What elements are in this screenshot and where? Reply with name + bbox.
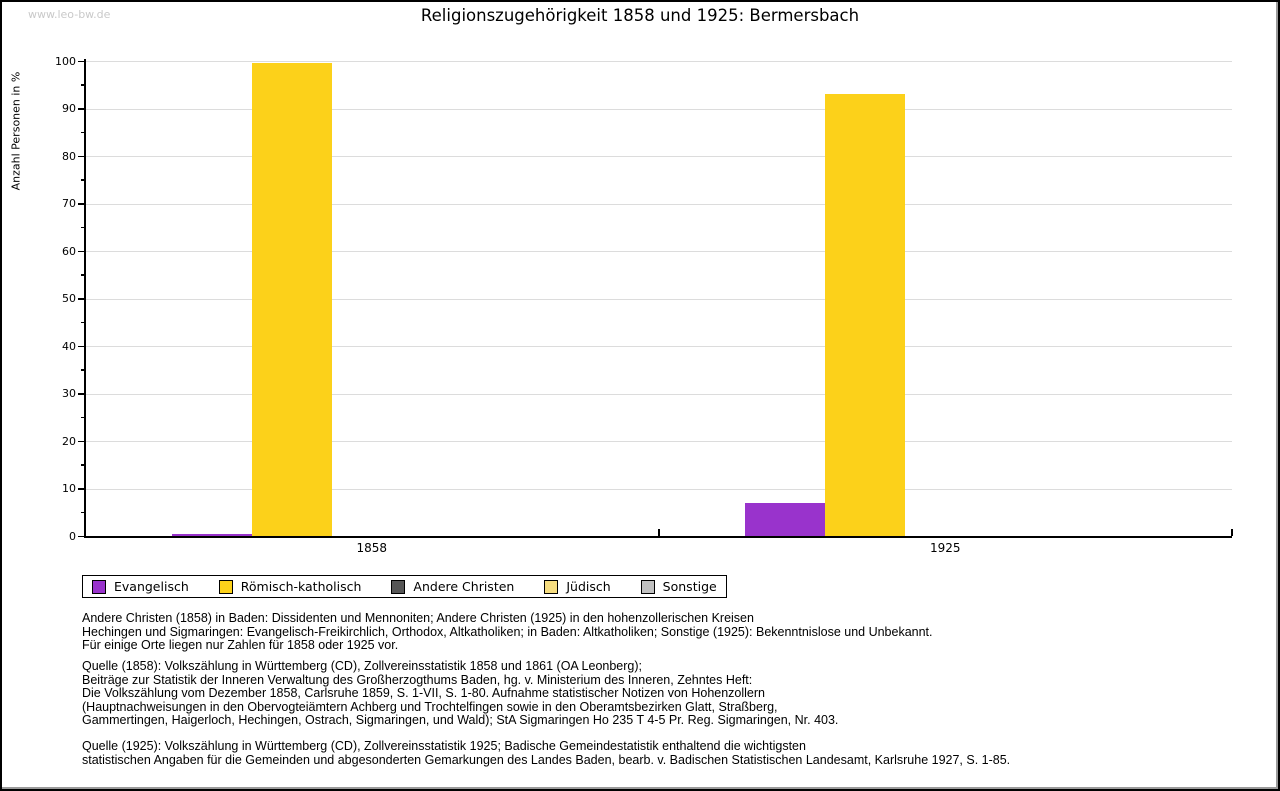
footnote-line: Gammertingen, Haigerloch, Hechingen, Ost… [82, 713, 839, 727]
gridline [86, 61, 1232, 62]
legend-label: Römisch-katholisch [240, 579, 362, 594]
y-axis-tick-label: 0 [69, 529, 76, 543]
gridline [86, 488, 1232, 490]
y-axis-tick [78, 535, 84, 537]
footnote-line: Quelle (1925): Volkszählung in Württembe… [82, 739, 806, 753]
legend-item: Römisch-katholisch [218, 579, 362, 594]
footnote-line: (Hauptnachweisungen in den Obervogteiämt… [82, 699, 778, 714]
gridline [86, 108, 1232, 110]
chart-title: Religionszugehörigkeit 1858 und 1925: Be… [420, 6, 860, 25]
legend-swatch [218, 579, 233, 594]
legend: Evangelisch Römisch-katholisch Andere Chri… [82, 575, 727, 598]
footnote-line: Beiträge zur Statistik der Inneren Verwa… [82, 672, 753, 687]
bar-1858-evangelisch [171, 534, 252, 536]
y-axis-minor-tick [81, 416, 84, 419]
gridline [86, 346, 1232, 347]
y-axis-tick-label: 20 [62, 434, 76, 448]
y-axis-minor-tick [81, 511, 84, 514]
y-axis-tick-label: 40 [62, 339, 76, 353]
x-axis-line [84, 536, 1232, 538]
gridline [86, 441, 1232, 442]
y-axis-tick-label: 100 [55, 54, 76, 68]
legend-label: Sonstige [662, 579, 717, 594]
gridline [86, 251, 1232, 252]
y-axis-minor-tick [81, 179, 84, 181]
y-axis-line [84, 59, 86, 538]
y-axis-minor-tick [81, 84, 84, 86]
gridline [86, 393, 1232, 395]
legend-label: Andere Christen [413, 579, 515, 594]
legend-swatch [544, 579, 559, 594]
gridline [86, 298, 1232, 300]
y-axis-minor-tick [81, 321, 84, 324]
legend-swatch [391, 579, 406, 594]
y-axis-tick [78, 60, 84, 62]
y-axis-tick [78, 488, 84, 490]
footnote-line: Die Volkszählung vom Dezember 1858, Carl… [82, 686, 765, 700]
x-axis-tick [1231, 529, 1233, 536]
footnote-line: Andere Christen (1858) in Baden: Disside… [82, 611, 754, 625]
x-axis-tick [657, 529, 660, 536]
x-axis-category-label: 1925 [929, 541, 961, 555]
y-axis-tick [78, 440, 84, 442]
y-axis-tick-label: 50 [62, 292, 76, 305]
y-axis-tick [78, 108, 84, 110]
bar-1925-evangelisch [745, 503, 826, 536]
y-axis-tick [78, 155, 84, 157]
legend-swatch [92, 579, 106, 594]
footnote-source-1925: Quelle (1925): Volkszählung in Württembe… [82, 739, 1011, 767]
gridline [86, 156, 1232, 157]
y-axis-tick [78, 393, 84, 395]
footnote-source-1858: Quelle (1858): Volkszählung in Württembe… [82, 659, 839, 728]
y-axis-label: Anzahl Personen in % [9, 71, 23, 191]
bar-1925-r-misch-katholisch [825, 93, 906, 536]
legend-item: Andere Christen [391, 579, 515, 594]
footnote-definitions: Andere Christen (1858) in Baden: Disside… [82, 611, 933, 653]
y-axis-tick [78, 345, 84, 347]
legend-item: Evangelisch [92, 579, 189, 594]
watermark: www.leo-bw.de [28, 8, 111, 21]
legend-label: Jüdisch [566, 579, 611, 594]
footnote-line: statistischen Angaben für die Gemeinden … [82, 752, 1011, 767]
legend-item: Jüdisch [544, 579, 611, 594]
y-axis-minor-tick [81, 369, 84, 371]
footnote-line: Für einige Orte liegen nur Zahlen für 18… [82, 638, 399, 652]
y-axis-tick [78, 250, 84, 252]
y-axis-tick [78, 298, 84, 300]
y-axis-tick-label: 80 [62, 149, 76, 163]
x-axis-category-label: 1858 [356, 541, 388, 555]
y-axis-tick [78, 203, 84, 205]
y-axis-minor-tick [81, 226, 84, 229]
y-axis-tick-label: 90 [62, 102, 76, 115]
legend-item: Sonstige [640, 579, 717, 594]
gridline [86, 203, 1232, 205]
footnote-line: Quelle (1858): Volkszählung in Württembe… [82, 659, 643, 673]
y-axis-minor-tick [81, 274, 84, 276]
y-axis-tick-label: 30 [62, 387, 76, 400]
y-axis-minor-tick [81, 464, 84, 466]
y-axis-tick-label: 10 [62, 482, 76, 495]
legend-label: Evangelisch [114, 579, 189, 594]
y-axis-minor-tick [81, 131, 84, 134]
legend-swatch [640, 579, 655, 594]
bar-1858-r-misch-katholisch [251, 62, 332, 536]
y-axis-tick-label: 70 [62, 197, 76, 210]
y-axis-tick-label: 60 [62, 244, 76, 258]
footnote-line: Hechingen und Sigmaringen: Evangelisch-F… [82, 624, 933, 639]
